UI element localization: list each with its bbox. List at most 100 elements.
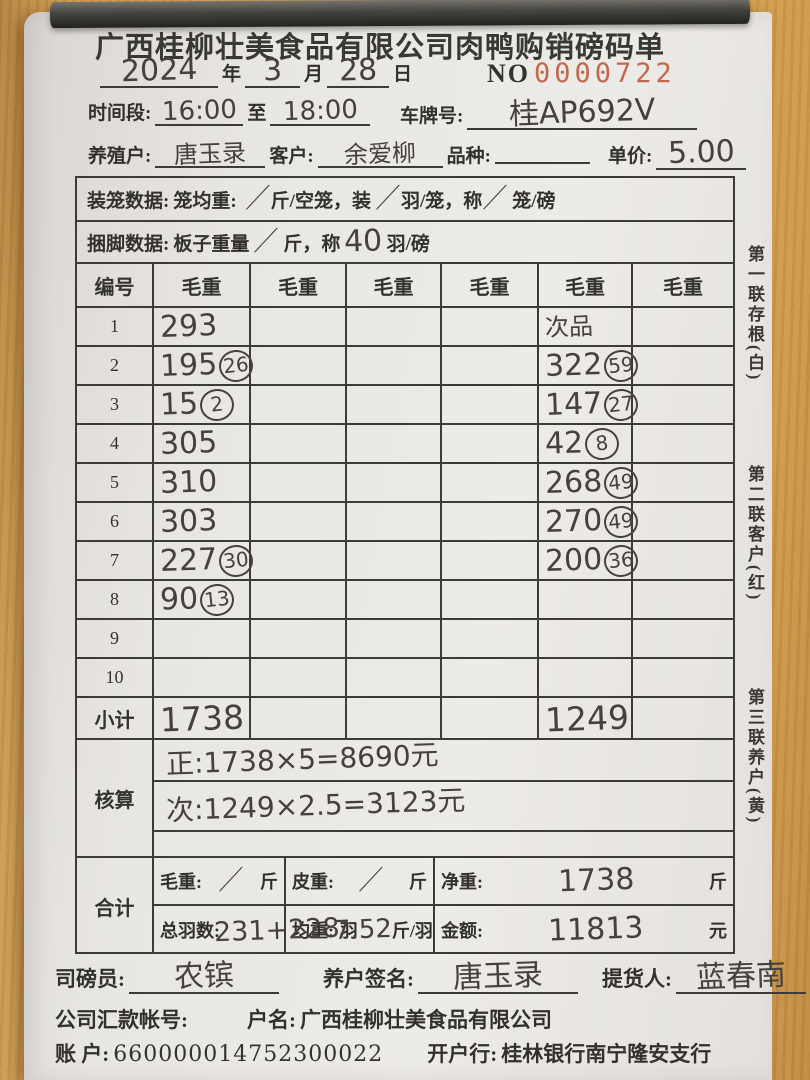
totals-label: 合计 — [77, 858, 154, 954]
table-row: 7 227 30 200 36 — [77, 542, 733, 581]
subtotal-row: 小计 1738 1249 — [77, 697, 733, 740]
row-number: 9 — [77, 620, 154, 657]
farmer-field: 唐玉录 — [155, 138, 266, 170]
date-month-value: 3 — [262, 52, 283, 89]
feet-t3: 羽/磅 — [386, 233, 430, 255]
birds-label: 总羽数: — [160, 921, 220, 941]
picker-field: 蓝春南 — [676, 957, 806, 996]
serial-line: NO 0000722 — [487, 58, 676, 89]
cage-t1: 笼均重: — [173, 190, 237, 212]
row-number: 8 — [77, 581, 154, 618]
date-day-field: 28 — [327, 52, 390, 89]
feet-t2: 斤，称 — [283, 233, 341, 255]
row-number: 3 — [77, 386, 154, 423]
time-from-value: 16:00 — [161, 94, 238, 128]
bank-name: 桂林银行南宁隆安支行 — [501, 1042, 712, 1066]
farmer-sign-label: 养户签名: — [323, 967, 414, 991]
serial-prefix: NO — [487, 59, 530, 88]
cage-t2: 斤/空笼，装 — [270, 190, 371, 212]
cell-value: 200 — [544, 541, 603, 579]
feet-count: 40 — [343, 223, 384, 260]
table-row: 2 195 26 322 59 — [77, 347, 733, 386]
avg-label: 均重: — [292, 921, 334, 941]
cell-value: 195 — [159, 346, 218, 384]
col-header-gw6: 毛重 — [663, 276, 703, 299]
time-to-field: 18:00 — [270, 94, 371, 128]
cage-slash3: ／ — [481, 183, 509, 215]
net-label: 净重: — [441, 872, 483, 892]
copy-label-farmer: 第三联养户(黄) — [745, 688, 764, 826]
plate-value: 桂AP692V — [508, 92, 657, 133]
party-line: 养殖户: 唐玉录 客户: 余爱柳 品种: 单价: 5.00 — [88, 133, 747, 172]
feet-slash1: ／ — [252, 226, 280, 258]
col-header-no: 编号 — [77, 264, 154, 306]
price-field: 5.00 — [656, 133, 747, 172]
subtotal-left-value: 1738 — [159, 697, 245, 739]
table-row: 3 15 2 147 27 — [77, 386, 733, 425]
account-number: 660000014752300022 — [113, 1042, 384, 1067]
cell-value: 次品 — [544, 311, 594, 342]
remit-line: 公司汇款帐号: 户名: 广西桂柳壮美食品有限公司 — [55, 1004, 552, 1034]
time-label: 时间段: — [88, 103, 152, 124]
time-from-field: 16:00 — [155, 94, 244, 128]
farmer-sign-field: 唐玉录 — [418, 957, 578, 996]
calc-section: 核算 正:1738×5=8690元 次:1249×2.5=3123元 — [77, 738, 733, 858]
time-to-value: 18:00 — [282, 94, 359, 128]
cage-t3: 羽/笼，称 — [400, 190, 483, 212]
col-header-gw4: 毛重 — [442, 264, 539, 306]
customer-label: 客户: — [269, 146, 314, 167]
row-number: 10 — [77, 659, 154, 696]
paper-sheet — [24, 12, 772, 1080]
time-line: 时间段: 16:00 至 18:00 — [88, 94, 371, 128]
calc-label: 核算 — [77, 740, 154, 856]
row-number: 7 — [77, 542, 154, 579]
to-label: 至 — [247, 103, 267, 124]
cell-value: 227 — [159, 541, 218, 579]
tare-unit: 斤 — [408, 872, 427, 892]
farmer-label: 养殖户: — [88, 146, 152, 167]
cell-value: 268 — [544, 463, 603, 501]
feet-label: 捆脚数据: — [87, 233, 170, 255]
table-row: 8 90 13 — [77, 581, 733, 620]
totals-section: 合计 毛重: ／ 斤 皮重: ／ 斤 净重: 1738 斤 总羽数: 231+228 羽 均重:… — [77, 858, 733, 954]
table-row: 9 — [77, 620, 733, 659]
cell-value: 293 — [159, 307, 218, 345]
subtotal-label: 小计 — [77, 698, 154, 738]
account-line: 账 户: 660000014752300022 开户行: 桂林银行南宁隆安支行 — [55, 1038, 711, 1068]
gross-unit: 斤 — [259, 872, 278, 892]
customer-field: 余爱柳 — [317, 138, 443, 170]
breed-label: 品种: — [446, 146, 491, 167]
row-number: 1 — [77, 308, 154, 345]
cell-value: 305 — [159, 424, 218, 462]
copy-label-customer: 第二联客户(红) — [745, 465, 764, 603]
signature-line: 司磅员: 农镔 养户签名: 唐玉录 提货人: 蓝春南 — [55, 957, 806, 996]
row-number: 5 — [77, 464, 154, 501]
year-label: 年 — [222, 64, 242, 85]
breed-field — [494, 162, 590, 164]
net-unit: 斤 — [708, 872, 727, 892]
tare-value: ／ — [357, 865, 386, 897]
cell-value: 147 — [544, 385, 603, 423]
weigher-label: 司磅员: — [55, 967, 125, 991]
tare-label: 皮重: — [292, 872, 334, 892]
farmer-value: 唐玉录 — [173, 138, 247, 170]
plate-label: 车牌号: — [400, 106, 464, 127]
amount-value: 11813 — [547, 910, 645, 949]
weigher-field: 农镔 — [129, 958, 279, 995]
copy-label-stub: 第一联存根(白) — [745, 245, 764, 383]
plate-line: 车牌号: 桂AP692V — [400, 92, 698, 133]
date-month-field: 3 — [245, 52, 301, 89]
row-number: 4 — [77, 425, 154, 462]
price-value: 5.00 — [667, 133, 736, 172]
row-number: 2 — [77, 347, 154, 384]
plate-field: 桂AP692V — [467, 92, 698, 133]
calc-line-substandard: 次:1249×2.5=3123元 — [165, 783, 466, 828]
main-table-box: 装笼数据: 笼均重: ／ 斤/空笼，装 ／ 羽/笼，称 ／ 笼/磅 捆脚数据: … — [75, 176, 735, 954]
cell-value: 42 — [544, 424, 584, 462]
customer-value: 余爱柳 — [343, 138, 417, 170]
gross-label: 毛重: — [160, 872, 202, 892]
cell-value: 270 — [544, 502, 603, 540]
account-label: 账 户: — [55, 1042, 110, 1066]
net-value: 1738 — [557, 861, 635, 900]
